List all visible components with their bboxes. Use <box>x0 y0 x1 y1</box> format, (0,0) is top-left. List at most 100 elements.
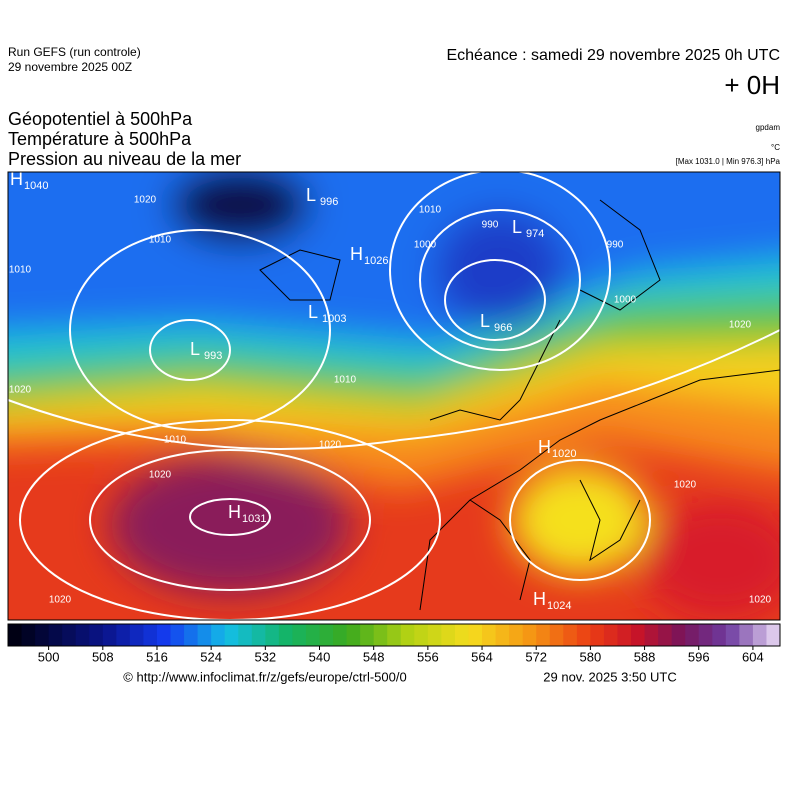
isobar-label: 1020 <box>319 440 342 451</box>
valid-time: Echéance : samedi 29 novembre 2025 0h UT… <box>446 47 780 64</box>
colorbar-cell <box>238 624 253 646</box>
colorbar-cell <box>495 624 510 646</box>
colorbar-tick-label: 500 <box>38 649 60 664</box>
colorbar-cell <box>482 624 497 646</box>
pressure-center-value: 1031 <box>242 513 266 525</box>
colorbar-tick-label: 516 <box>146 649 168 664</box>
colorbar-tick-label: 588 <box>634 649 656 664</box>
colorbar-cell <box>563 624 578 646</box>
pressure-center-kind: L <box>512 217 522 237</box>
colorbar-cell <box>603 624 618 646</box>
title-pressure: Pression au niveau de la mer <box>8 149 241 169</box>
colorbar-tick-label: 524 <box>200 649 222 664</box>
map-frame <box>7 171 781 621</box>
colorbar-cell <box>387 624 402 646</box>
coastlines <box>259 199 780 611</box>
colorbar-cell <box>631 624 646 646</box>
colorbar-cell <box>536 624 551 646</box>
colorbar-cell <box>265 624 280 646</box>
colorbar-cell <box>766 624 781 646</box>
isobar-label: 1020 <box>149 470 172 481</box>
isobar-label: 1010 <box>419 205 442 216</box>
colorbar-cell <box>685 624 700 646</box>
isobar-label: 1010 <box>164 435 187 446</box>
colorbar-cell <box>333 624 348 646</box>
temperature-field <box>8 172 780 620</box>
colorbar-cell <box>184 624 199 646</box>
colorbar-cell <box>590 624 605 646</box>
isobar-label: 1010 <box>334 375 357 386</box>
pressure-center-value: 1024 <box>547 600 571 612</box>
generated-time: 29 nov. 2025 3:50 UTC <box>543 669 676 684</box>
unit-celsius: °C <box>771 143 780 152</box>
colorbar-cell <box>89 624 104 646</box>
pressure-center-kind: L <box>306 185 316 205</box>
pressure-center-kind: H <box>10 169 23 189</box>
colorbar-cell <box>21 624 36 646</box>
run-date: 29 novembre 2025 00Z <box>8 60 132 74</box>
pressure-center-value: 974 <box>526 228 544 240</box>
colorbar-cell <box>698 624 713 646</box>
isobar-label: 1010 <box>9 265 32 276</box>
pressure-center-kind: H <box>350 244 363 264</box>
colorbar-cell <box>522 624 537 646</box>
colorbar-cell <box>116 624 131 646</box>
pressure-center-value: 1020 <box>552 448 576 460</box>
pressure-center-value: 993 <box>204 350 222 362</box>
colorbar-cell <box>224 624 239 646</box>
colorbar-cell <box>156 624 172 646</box>
colorbar-cell <box>292 624 307 646</box>
colorbar-cell <box>251 624 266 646</box>
colorbar-cell <box>725 624 740 646</box>
isobar-label: 1000 <box>414 240 437 251</box>
colorbar-cell <box>129 624 144 646</box>
pressure-center-kind: H <box>538 437 551 457</box>
colorbar-cell <box>739 624 754 646</box>
colorbar-cell <box>617 624 632 646</box>
colorbar-cell <box>712 624 727 646</box>
colorbar-tick-label: 508 <box>92 649 114 664</box>
isobar-label: 1020 <box>134 195 157 206</box>
pressure-center-value: 1026 <box>364 255 388 267</box>
colorbar-cell <box>346 624 361 646</box>
colorbar-cell <box>8 624 23 646</box>
isobar-label: 1020 <box>9 385 32 396</box>
isobar-label: 990 <box>482 220 499 231</box>
colorbar-cell <box>373 624 388 646</box>
colorbar-cell <box>35 624 50 646</box>
pressure-center-kind: H <box>228 502 241 522</box>
colorbar: 500 508 516 524 532 540 548 556 564 572 580 588 596 6… <box>7 623 781 664</box>
pressure-center-kind: L <box>190 339 200 359</box>
unit-hpa: [Max 1031.0 | Min 976.3] hPa <box>676 157 781 166</box>
isobar-label: 1020 <box>49 595 72 606</box>
colorbar-cell <box>62 624 77 646</box>
colorbar-cell <box>143 624 158 646</box>
colorbar-cell <box>658 624 673 646</box>
colorbar-cell <box>468 624 483 646</box>
colorbar-cell <box>454 624 469 646</box>
colorbar-cell <box>360 624 375 646</box>
isobar-label: 1000 <box>614 295 637 306</box>
colorbar-cell <box>752 624 767 646</box>
colorbar-frame <box>7 623 781 647</box>
colorbar-cell <box>197 624 212 646</box>
pressure-center-value: 966 <box>494 322 512 334</box>
lead-time: + 0H <box>724 70 780 100</box>
pressure-center-value: 996 <box>320 196 338 208</box>
title-temperature: Température à 500hPa <box>8 129 192 149</box>
pressure-center-value: 1003 <box>322 313 346 325</box>
colorbar-cell <box>75 624 90 646</box>
run-label: Run GEFS (run controle) <box>8 45 141 59</box>
colorbar-tick-label: 604 <box>742 649 764 664</box>
pressure-center-kind: H <box>533 589 546 609</box>
colorbar-tick-label: 596 <box>688 649 710 664</box>
colorbar-tick-label: 548 <box>363 649 385 664</box>
colorbar-tick-label: 556 <box>417 649 439 664</box>
title-geopotential: Géopotentiel à 500hPa <box>8 109 193 129</box>
isobar-label: 1020 <box>674 480 697 491</box>
colorbar-cell <box>400 624 415 646</box>
pressure-center-kind: L <box>480 311 490 331</box>
colorbar-cell <box>427 624 442 646</box>
colorbar-tick-label: 572 <box>525 649 547 664</box>
isobars <box>8 172 780 620</box>
